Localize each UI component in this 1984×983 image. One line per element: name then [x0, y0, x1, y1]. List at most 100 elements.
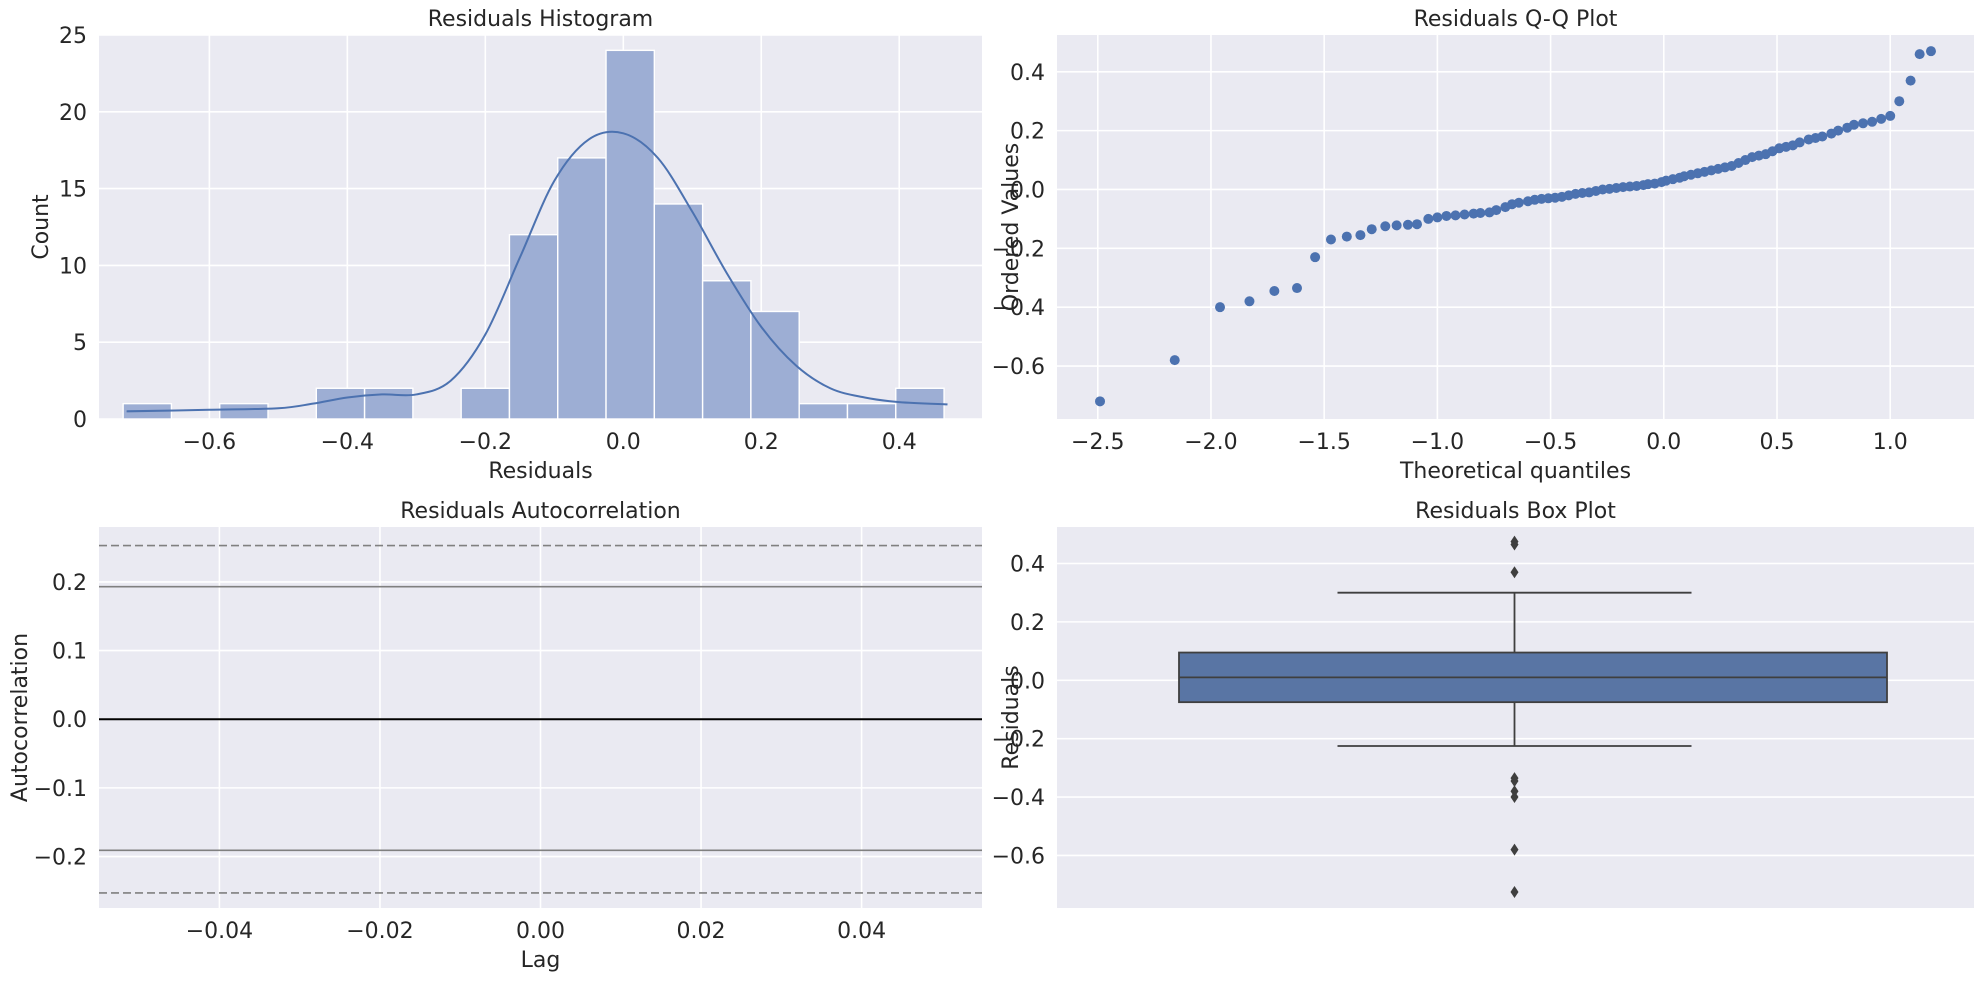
y-axis-label: Ordered Values	[999, 143, 1024, 311]
y-axis-label: Residuals	[999, 665, 1024, 769]
y-tick-label: 0.0	[1010, 669, 1045, 694]
x-tick-label: −0.04	[186, 919, 253, 944]
y-tick-label: −0.4	[992, 296, 1045, 321]
y-tick-label: −0.2	[34, 846, 87, 871]
y-axis-label: Count	[29, 194, 54, 260]
y-tick-label: 15	[59, 178, 87, 203]
y-tick-label: 0.0	[1010, 178, 1045, 203]
plot-area	[1057, 527, 1974, 908]
x-tick-label: 0.5	[1760, 430, 1795, 455]
qq-point	[1292, 283, 1303, 294]
x-tick-label: −2.5	[1071, 430, 1124, 455]
x-tick-label: −1.0	[1411, 430, 1464, 455]
y-tick-label: −0.6	[992, 355, 1045, 380]
x-axis-label: Residuals	[488, 459, 592, 484]
qq-point	[1817, 131, 1828, 142]
qq-point	[1794, 137, 1805, 148]
panel-qq: −0.6 −0.4 −0.2 0.0 0.2 0.4 −2.5 −2.0 −1.5 −1.0 −0.…	[992, 7, 1974, 484]
x-tick-label: 0.0	[606, 430, 641, 455]
qq-point	[1215, 302, 1226, 313]
x-tick-label: 1.0	[1873, 430, 1908, 455]
panel-box: −0.6 −0.4 −0.2 0.0 0.2 0.4 Residuals Box Plot R…	[992, 499, 1974, 908]
qq-point	[1441, 210, 1452, 221]
histogram-bar	[315, 387, 366, 420]
y-tick-label: −0.4	[992, 786, 1045, 811]
qq-point	[1450, 210, 1461, 221]
qq-point	[1355, 230, 1366, 241]
histogram-bar	[557, 157, 607, 420]
x-tick-label: 0.2	[744, 430, 779, 455]
x-tick-label: 0.04	[837, 919, 886, 944]
qq-point	[1310, 252, 1321, 263]
kde-line	[126, 130, 948, 413]
qq-point	[1905, 75, 1916, 86]
histogram-bar	[363, 387, 414, 420]
x-tick-label: −0.4	[321, 430, 374, 455]
qq-point	[1848, 119, 1859, 130]
y-tick-label: 0	[73, 408, 87, 433]
y-tick-label: −0.6	[992, 844, 1045, 869]
qq-point	[1513, 197, 1524, 208]
panel-hist: 0 5 10 15 20 25 −0.6 −0.4 −0.2 0.0 0.2 0.4 Residuals…	[29, 7, 982, 484]
outlier-marker	[1510, 566, 1519, 579]
histogram-bar	[798, 402, 849, 420]
histogram-bar	[701, 280, 752, 420]
qq-point	[1391, 220, 1402, 231]
qq-point	[1876, 113, 1887, 124]
outlier-marker	[1510, 843, 1519, 856]
outlier-marker	[1510, 538, 1519, 551]
qq-point	[1244, 296, 1255, 307]
qq-point	[1858, 118, 1869, 129]
x-axis-label: Lag	[521, 948, 561, 973]
y-tick-label: 0.4	[1010, 61, 1045, 86]
y-tick-label: 0.1	[52, 640, 87, 665]
panel-acf: −0.2 −0.1 0.0 0.1 0.2 −0.04 −0.02 0.00 0.02 0.04 R…	[8, 499, 982, 973]
histogram-bar	[605, 49, 656, 420]
y-tick-label: 0.2	[1010, 120, 1045, 145]
y-tick-label: 20	[59, 101, 87, 126]
y-tick-label: −0.1	[34, 777, 87, 802]
qq-point	[1925, 46, 1936, 57]
qq-point	[1095, 396, 1106, 407]
qq-point	[1269, 286, 1280, 296]
y-tick-label: 25	[59, 24, 87, 49]
histogram-bar	[653, 203, 704, 420]
qq-point	[1325, 234, 1336, 245]
y-tick-label: −0.2	[992, 728, 1045, 753]
histogram-bar	[460, 387, 511, 420]
qq-point	[1169, 355, 1180, 366]
outlier-marker	[1510, 885, 1519, 898]
qq-point	[1380, 221, 1391, 232]
outlier-marker	[1510, 791, 1519, 804]
histogram-bar	[219, 402, 269, 420]
x-tick-label: −0.2	[459, 430, 512, 455]
plot-area	[1057, 35, 1974, 419]
x-tick-label: −0.02	[346, 919, 413, 944]
y-tick-label: 5	[73, 331, 87, 356]
qq-point	[1475, 208, 1486, 219]
qq-point	[1341, 231, 1352, 242]
chart-title: Residuals Histogram	[428, 7, 654, 32]
chart-title: Residuals Autocorrelation	[400, 499, 681, 524]
qq-point	[1423, 213, 1434, 224]
qq-point	[1914, 49, 1925, 60]
y-tick-label: 0.2	[52, 571, 87, 596]
qq-point	[1885, 110, 1896, 121]
histogram-bar	[846, 402, 897, 420]
x-tick-label: −1.5	[1297, 430, 1350, 455]
y-tick-label: 10	[59, 254, 87, 279]
y-axis-label: Autocorrelation	[8, 633, 33, 802]
histogram-bar	[750, 310, 800, 420]
qq-point	[1491, 205, 1502, 216]
y-tick-label: 0.2	[1010, 611, 1045, 636]
x-tick-label: −0.5	[1524, 430, 1577, 455]
chart-title: Residuals Box Plot	[1415, 499, 1616, 524]
x-tick-label: −0.6	[183, 430, 236, 455]
x-tick-label: −2.0	[1184, 430, 1237, 455]
chart-title: Residuals Q-Q Plot	[1414, 7, 1618, 32]
outlier-marker	[1510, 775, 1519, 787]
x-tick-label: 0.0	[1646, 430, 1681, 455]
qq-point	[1402, 219, 1413, 230]
x-axis-label: Theoretical quantiles	[1399, 459, 1631, 484]
